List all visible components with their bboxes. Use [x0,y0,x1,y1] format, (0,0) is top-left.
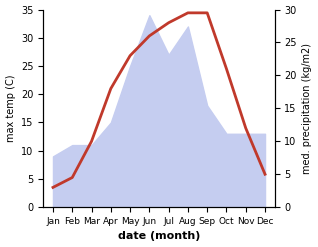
Y-axis label: max temp (C): max temp (C) [5,75,16,142]
X-axis label: date (month): date (month) [118,231,200,242]
Y-axis label: med. precipitation (kg/m2): med. precipitation (kg/m2) [302,43,313,174]
